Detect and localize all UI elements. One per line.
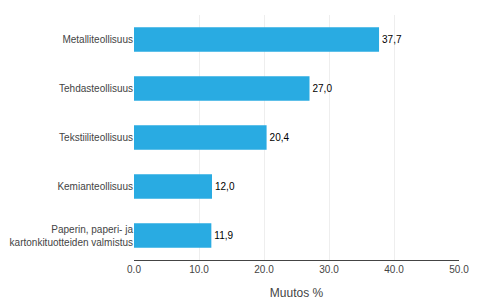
svg-text:12,0: 12,0 — [215, 181, 235, 192]
svg-text:Paperin, paperi- jakartonkituo: Paperin, paperi- jakartonkituotteiden va… — [10, 224, 134, 248]
svg-text:50.0: 50.0 — [449, 264, 469, 275]
svg-text:Metalliteollisuus: Metalliteollisuus — [62, 34, 133, 45]
svg-text:37,7: 37,7 — [382, 34, 402, 45]
svg-text:20,4: 20,4 — [270, 132, 290, 143]
svg-text:27,0: 27,0 — [313, 83, 333, 94]
svg-text:40.0: 40.0 — [384, 264, 404, 275]
svg-text:20.0: 20.0 — [254, 264, 274, 275]
svg-text:30.0: 30.0 — [319, 264, 339, 275]
svg-text:10.0: 10.0 — [189, 264, 209, 275]
svg-text:11,9: 11,9 — [214, 230, 233, 241]
svg-text:Kemianteollisuus: Kemianteollisuus — [57, 181, 133, 192]
svg-text:Tekstiiliteollisuus: Tekstiiliteollisuus — [59, 132, 133, 143]
svg-text:0.0: 0.0 — [127, 264, 141, 275]
svg-text:Muutos %: Muutos % — [270, 286, 324, 300]
svg-text:Tehdasteollisuus: Tehdasteollisuus — [59, 83, 133, 94]
